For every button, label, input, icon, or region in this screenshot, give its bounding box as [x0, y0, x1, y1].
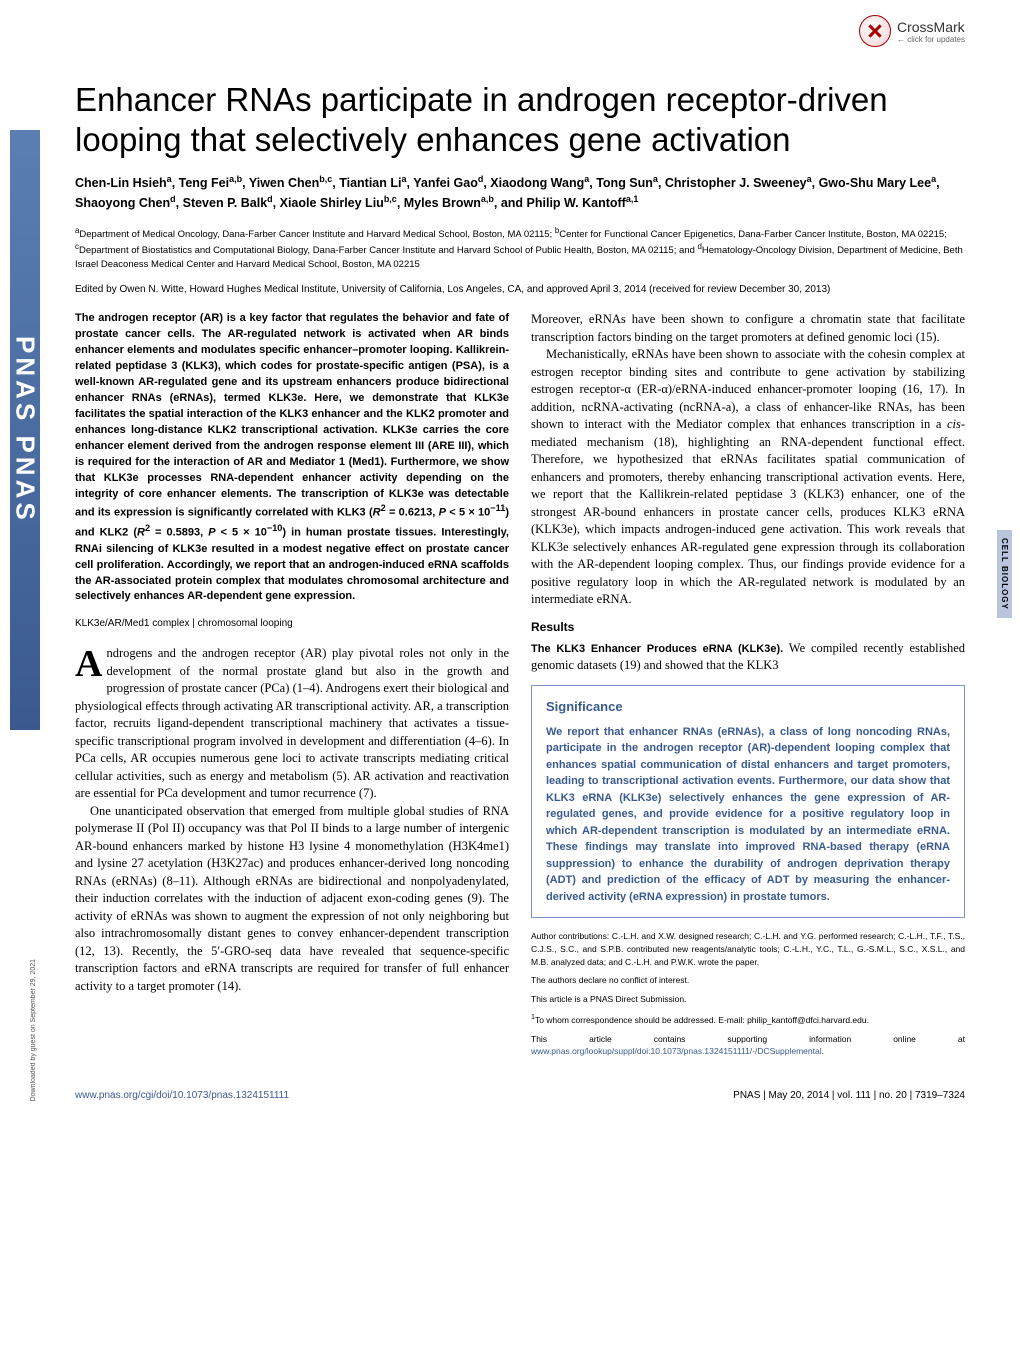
author-contributions: Author contributions: C.-L.H. and X.W. d… [531, 930, 965, 968]
correspondence: 1To whom correspondence should be addres… [531, 1012, 965, 1027]
intro-p1: ndrogens and the androgen receptor (AR) … [75, 646, 509, 800]
left-column: The androgen receptor (AR) is a key fact… [75, 311, 509, 1064]
author-list: Chen-Lin Hsieha, Teng Feia,b, Yiwen Chen… [75, 173, 965, 213]
results-body: The KLK3 Enhancer Produces eRNA (KLK3e).… [531, 640, 965, 675]
submission-note: This article is a PNAS Direct Submission… [531, 993, 965, 1006]
conflict-of-interest: The authors declare no conflict of inter… [531, 974, 965, 987]
footer-doi[interactable]: www.pnas.org/cgi/doi/10.1073/pnas.132415… [75, 1090, 289, 1101]
doi-link[interactable]: www.pnas.org/cgi/doi/10.1073/pnas.132415… [75, 1090, 289, 1101]
abstract: The androgen receptor (AR) is a key fact… [75, 311, 509, 605]
results-heading: Results [531, 619, 965, 636]
r-p1: Moreover, eRNAs have been shown to confi… [531, 311, 965, 346]
right-body: Moreover, eRNAs have been shown to confi… [531, 311, 965, 609]
right-column: Moreover, eRNAs have been shown to confi… [531, 311, 965, 1064]
crossmark-icon [859, 15, 891, 47]
crossmark-label: CrossMark [897, 19, 965, 35]
crossmark-sub: ← click for updates [897, 35, 965, 44]
results-subheading: The KLK3 Enhancer Produces eRNA (KLK3e). [531, 643, 783, 655]
intro-p2: One unanticipated observation that emerg… [75, 803, 509, 996]
intro-body: Androgens and the androgen receptor (AR)… [75, 645, 509, 995]
section-side-label: CELL BIOLOGY [997, 530, 1012, 618]
crossmark-badge[interactable]: CrossMark ← click for updates [859, 15, 965, 47]
drop-cap: A [75, 645, 106, 680]
affiliations: aDepartment of Medical Oncology, Dana-Fa… [75, 225, 965, 271]
keywords: KLK3e/AR/Med1 complex | chromosomal loop… [75, 617, 509, 631]
significance-heading: Significance [546, 698, 950, 716]
supporting-info: This article contains supporting informa… [531, 1033, 965, 1059]
footer-citation: PNAS | May 20, 2014 | vol. 111 | no. 20 … [733, 1090, 965, 1101]
significance-body: We report that enhancer RNAs (eRNAs), a … [546, 724, 950, 906]
article-meta: Author contributions: C.-L.H. and X.W. d… [531, 930, 965, 1058]
article-title: Enhancer RNAs participate in androgen re… [75, 80, 965, 159]
r-p2: Mechanistically, eRNAs have been shown t… [531, 346, 965, 609]
page-footer: www.pnas.org/cgi/doi/10.1073/pnas.132415… [75, 1084, 965, 1101]
edited-by-line: Edited by Owen N. Witte, Howard Hughes M… [75, 283, 965, 297]
crossmark-text-wrap: CrossMark ← click for updates [897, 19, 965, 44]
significance-box: Significance We report that enhancer RNA… [531, 685, 965, 919]
two-column-body: The androgen receptor (AR) is a key fact… [75, 311, 965, 1064]
